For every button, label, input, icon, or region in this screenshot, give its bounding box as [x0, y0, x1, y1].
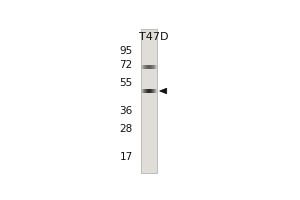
Bar	[141, 29, 157, 173]
Text: 17: 17	[120, 152, 133, 162]
Text: T47D: T47D	[139, 32, 169, 42]
Text: 55: 55	[120, 78, 133, 88]
Text: 28: 28	[120, 124, 133, 134]
Text: 72: 72	[120, 60, 133, 70]
Text: 36: 36	[120, 106, 133, 116]
Text: 95: 95	[120, 46, 133, 56]
Polygon shape	[160, 88, 167, 94]
